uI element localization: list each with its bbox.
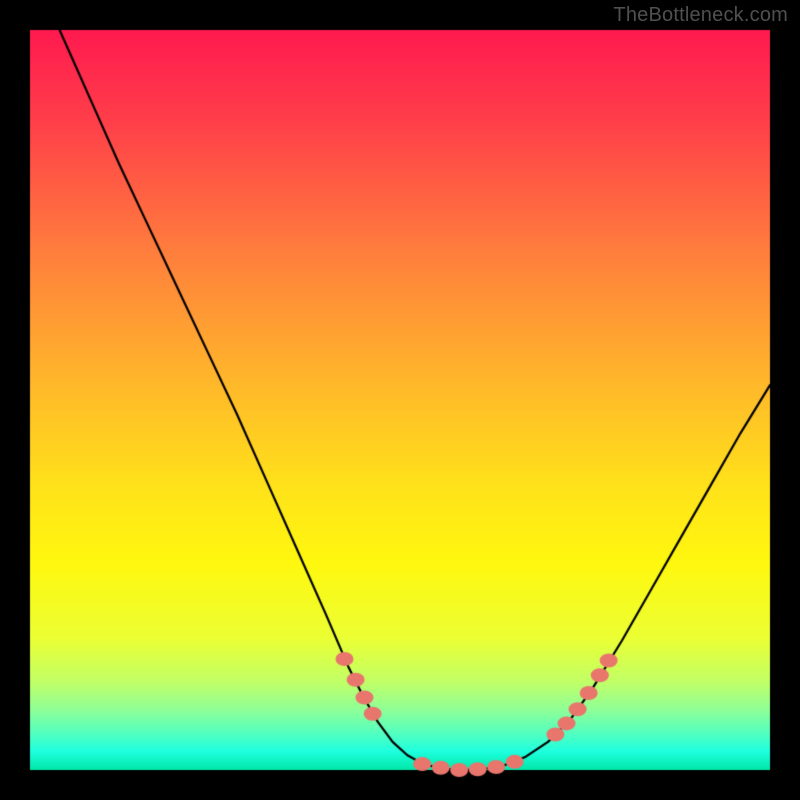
bottleneck-curve-chart	[0, 0, 800, 800]
chart-container: TheBottleneck.com	[0, 0, 800, 800]
